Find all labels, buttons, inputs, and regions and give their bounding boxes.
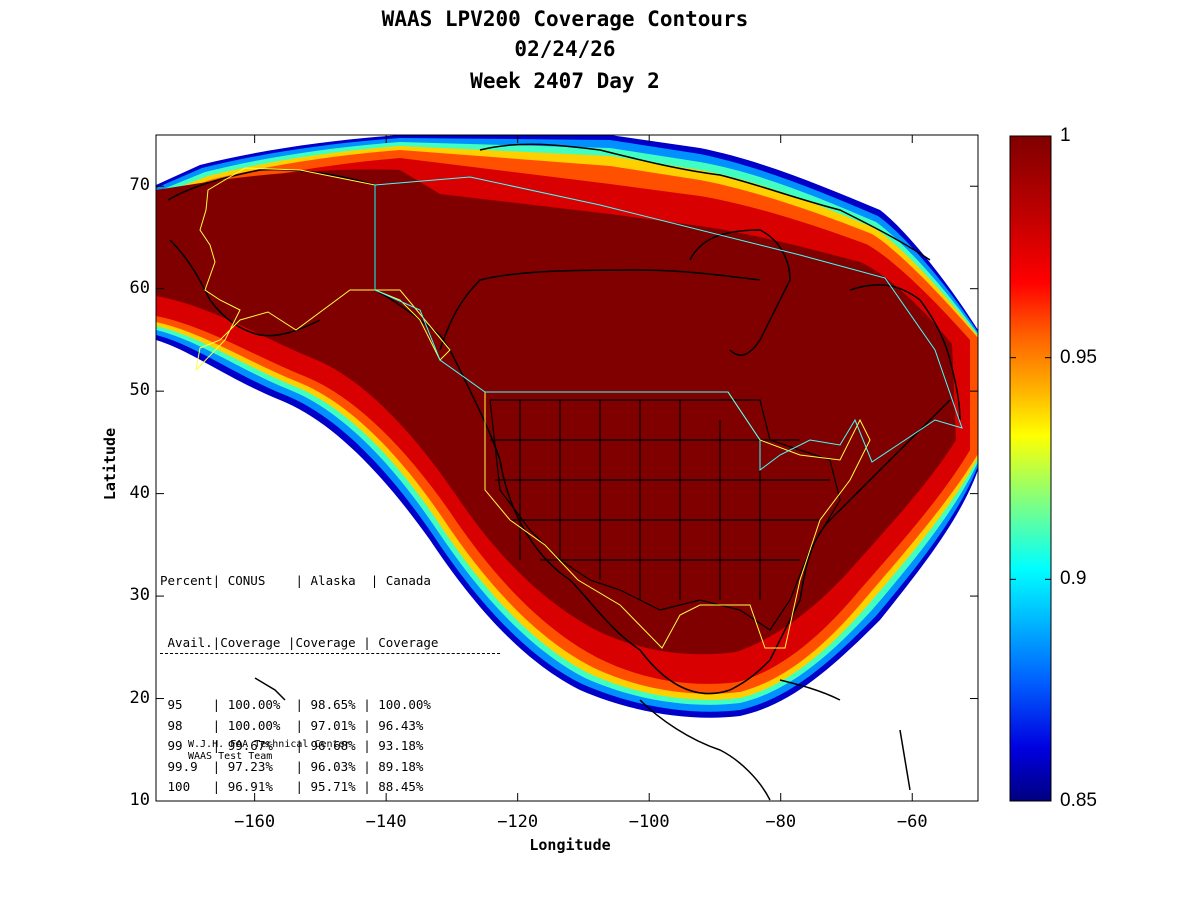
chart-week-day: Week 2407 Day 2 bbox=[470, 69, 660, 93]
x-tick-label: −100 bbox=[628, 812, 670, 832]
tick-marks bbox=[156, 135, 978, 802]
stats-row: 100 | 96.91% | 95.71% | 88.45% bbox=[160, 779, 424, 794]
chart-title: WAAS LPV200 Coverage Contours bbox=[381, 7, 749, 31]
colorbar-tick-label: 0.85 bbox=[1060, 790, 1097, 811]
x-tick-label: −60 bbox=[896, 812, 928, 832]
stats-header-row-2: Avail.|Coverage |Coverage | Coverage bbox=[160, 633, 500, 654]
availability-stats-table: Percent| CONUS | Alaska | Canada Avail.|… bbox=[160, 530, 500, 818]
coverage-contours bbox=[156, 135, 978, 718]
stats-row: 98 | 100.00% | 97.01% | 96.43% bbox=[160, 717, 424, 733]
x-tick-label: −140 bbox=[365, 812, 407, 832]
y-axis-label: Latitude bbox=[101, 427, 119, 501]
colorbar-tick-marks bbox=[1010, 135, 1051, 802]
plot-frame bbox=[155, 134, 979, 802]
credit-line-2: WAAS Test Team bbox=[188, 751, 273, 762]
credit-block: W.J.H. FAA Technical Center WAAS Test Te… bbox=[188, 739, 351, 763]
y-tick-label: 60 bbox=[129, 277, 150, 298]
region-boundaries bbox=[195, 167, 963, 649]
stats-header-row-1: Percent| CONUS | Alaska | Canada bbox=[160, 573, 431, 588]
x-axis-label: Longitude bbox=[529, 836, 611, 854]
colorbar-tick-label: 0.9 bbox=[1060, 568, 1087, 590]
y-tick-label: 30 bbox=[129, 585, 150, 606]
x-tick-label: −120 bbox=[497, 812, 539, 832]
canada-boundary bbox=[374, 176, 963, 471]
stats-row: 99 | 99.67% | 96.68% | 93.18% bbox=[160, 738, 424, 753]
colorbar bbox=[1009, 135, 1052, 802]
x-tick-label: −80 bbox=[765, 812, 797, 832]
credit-line-1: W.J.H. FAA Technical Center bbox=[188, 739, 351, 750]
stats-row: 95 | 100.00% | 98.65% | 100.00% bbox=[160, 697, 431, 712]
x-tick-label: −160 bbox=[234, 812, 276, 832]
y-tick-label: 50 bbox=[129, 380, 150, 401]
conus-boundary bbox=[484, 391, 871, 649]
y-tick-label: 20 bbox=[129, 687, 150, 708]
y-tick-label: 40 bbox=[129, 482, 150, 503]
colorbar-tick-label: 1 bbox=[1060, 125, 1071, 146]
y-tick-label: 10 bbox=[129, 790, 150, 810]
contour-1.00 bbox=[156, 169, 956, 655]
stats-row: 99.9 | 97.23% | 96.03% | 89.18% bbox=[160, 758, 424, 774]
y-tick-label: 70 bbox=[129, 175, 150, 196]
colorbar-tick-label: 0.95 bbox=[1060, 346, 1097, 368]
chart-date: 02/24/26 bbox=[514, 37, 616, 61]
